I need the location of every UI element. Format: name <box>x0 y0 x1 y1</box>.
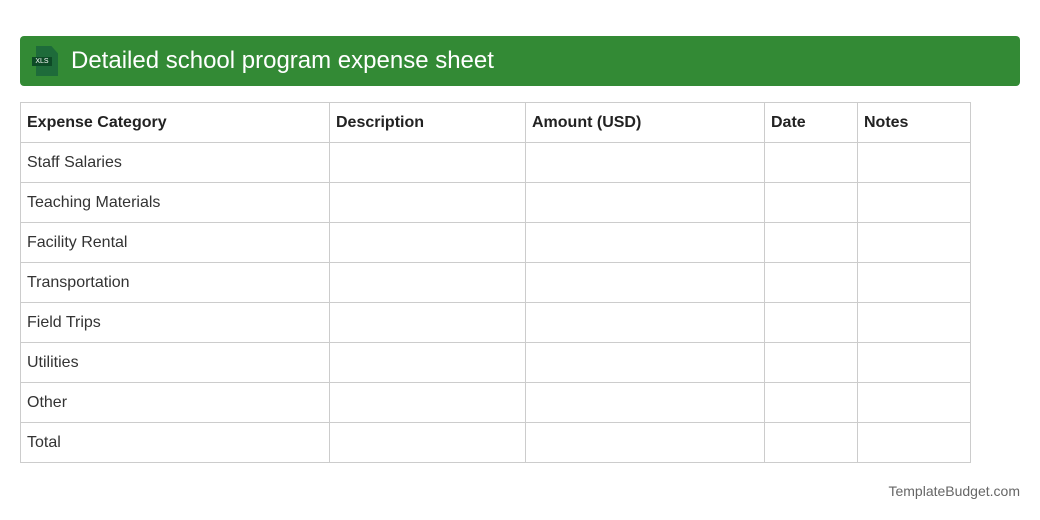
table-cell[interactable] <box>857 382 971 423</box>
table-row: Field Trips <box>20 302 971 343</box>
table-row: Transportation <box>20 262 971 303</box>
table-cell[interactable] <box>525 422 765 463</box>
table-cell[interactable]: Transportation <box>20 262 330 303</box>
xls-file-icon: XLS <box>32 46 58 76</box>
table-cell[interactable] <box>525 142 765 183</box>
table-row: Total <box>20 422 971 463</box>
table-cell[interactable] <box>525 302 765 343</box>
table-cell[interactable]: Total <box>20 422 330 463</box>
table-cell[interactable] <box>857 182 971 223</box>
table-cell[interactable] <box>525 382 765 423</box>
table-cell[interactable] <box>764 182 858 223</box>
table-cell[interactable] <box>764 262 858 303</box>
table-cell[interactable] <box>329 342 526 383</box>
table-cell[interactable] <box>525 262 765 303</box>
table-cell[interactable] <box>329 222 526 263</box>
table-row: Facility Rental <box>20 222 971 263</box>
table-cell[interactable] <box>329 142 526 183</box>
page-title: Detailed school program expense sheet <box>71 47 494 74</box>
table-cell[interactable] <box>764 342 858 383</box>
header-row: Expense Category Description Amount (USD… <box>20 102 971 143</box>
table-cell[interactable]: Other <box>20 382 330 423</box>
table-cell[interactable] <box>764 302 858 343</box>
table-cell[interactable]: Staff Salaries <box>20 142 330 183</box>
title-bar: XLS Detailed school program expense shee… <box>20 36 1020 86</box>
table-cell[interactable]: Field Trips <box>20 302 330 343</box>
column-header: Notes <box>857 102 971 143</box>
table-cell[interactable] <box>525 222 765 263</box>
table-cell[interactable] <box>857 222 971 263</box>
table-cell[interactable] <box>764 382 858 423</box>
table-cell[interactable] <box>857 302 971 343</box>
footer-brand[interactable]: TemplateBudget.com <box>888 483 1020 499</box>
table-cell[interactable] <box>857 142 971 183</box>
column-header: Amount (USD) <box>525 102 765 143</box>
column-header: Description <box>329 102 526 143</box>
table-cell[interactable] <box>764 222 858 263</box>
column-header: Expense Category <box>20 102 330 143</box>
column-header: Date <box>764 102 858 143</box>
table-cell[interactable] <box>329 302 526 343</box>
table-cell[interactable] <box>764 422 858 463</box>
table-cell[interactable] <box>525 342 765 383</box>
table-row: Teaching Materials <box>20 182 971 223</box>
table-cell[interactable]: Teaching Materials <box>20 182 330 223</box>
table-cell[interactable] <box>329 382 526 423</box>
expense-table: Expense Category Description Amount (USD… <box>20 102 971 463</box>
table-row: Other <box>20 382 971 423</box>
table-row: Staff Salaries <box>20 142 971 183</box>
table-cell[interactable] <box>857 422 971 463</box>
xls-label: XLS <box>32 57 52 66</box>
table-cell[interactable]: Facility Rental <box>20 222 330 263</box>
table-cell[interactable] <box>329 262 526 303</box>
table-cell[interactable] <box>857 262 971 303</box>
table-cell[interactable] <box>329 182 526 223</box>
table-cell[interactable]: Utilities <box>20 342 330 383</box>
table-cell[interactable] <box>857 342 971 383</box>
table-cell[interactable] <box>525 182 765 223</box>
table-cell[interactable] <box>764 142 858 183</box>
table-row: Utilities <box>20 342 971 383</box>
table-cell[interactable] <box>329 422 526 463</box>
